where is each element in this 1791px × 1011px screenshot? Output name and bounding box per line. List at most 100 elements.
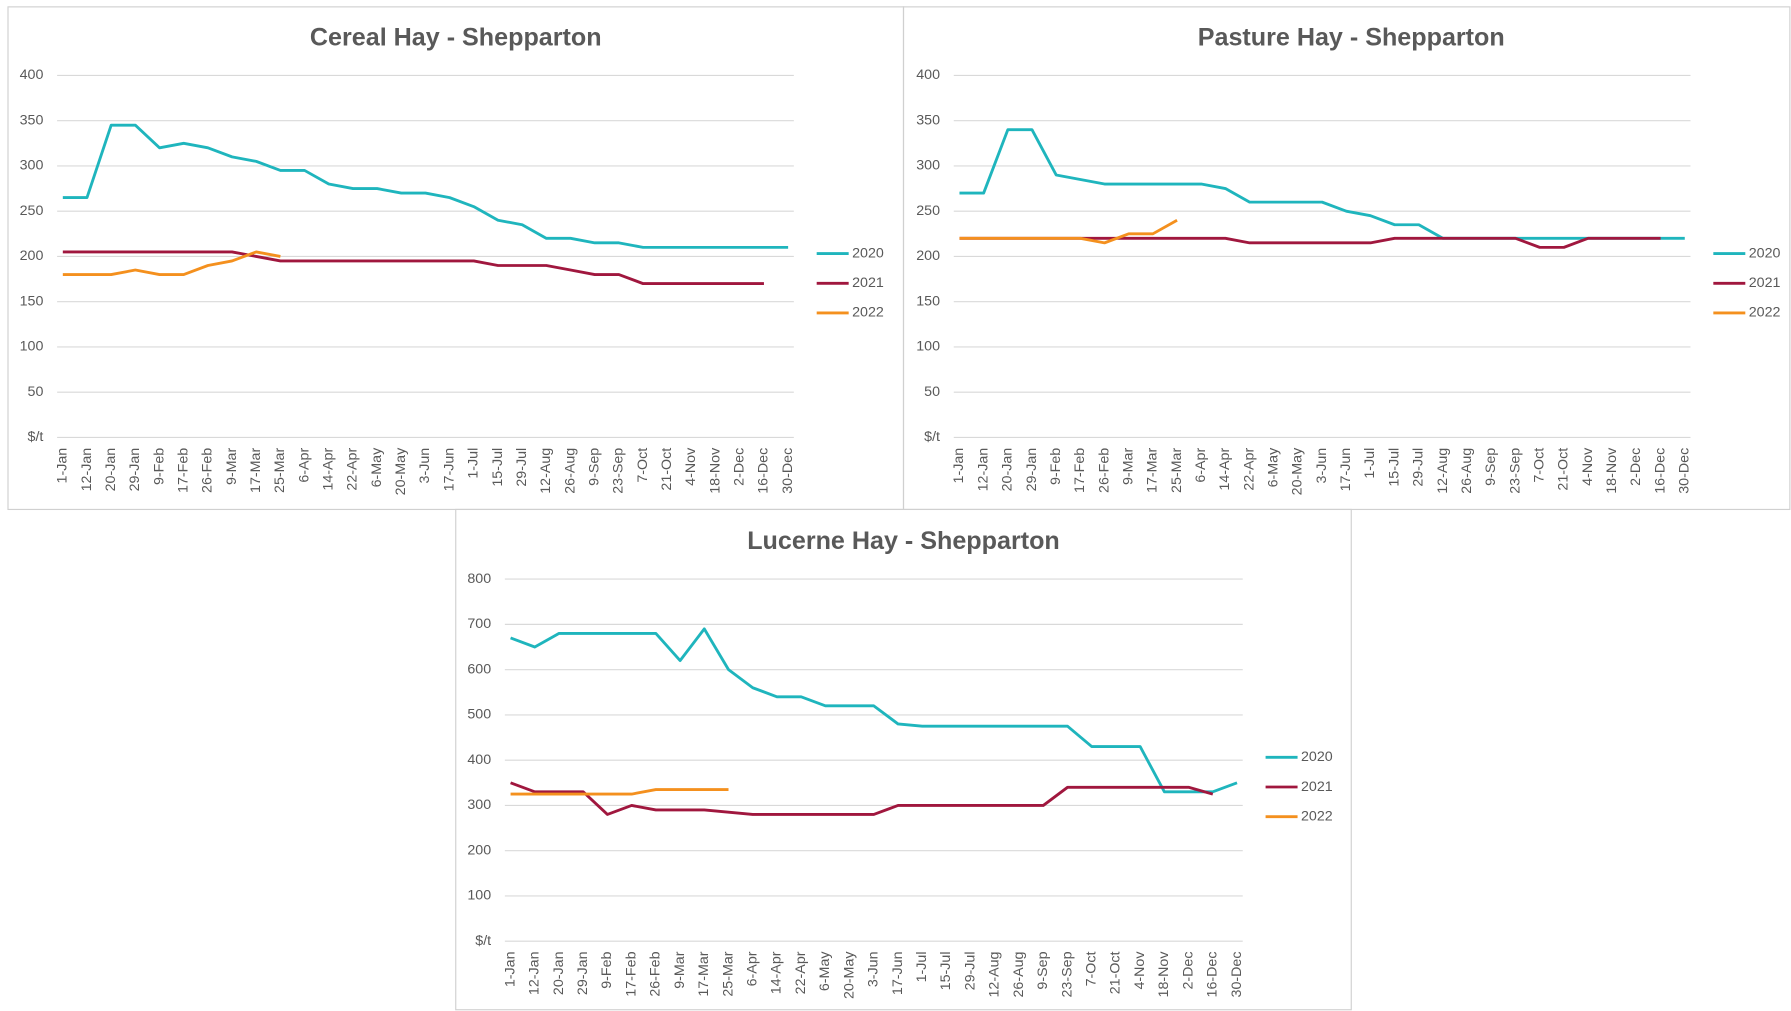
x-tick-label: 23-Sep — [611, 448, 627, 494]
x-tick-label: 29-Jan — [1024, 448, 1040, 492]
x-tick-label: 1-Jul — [914, 951, 930, 982]
data-line — [62, 250, 281, 276]
x-tick-label: 29-Jan — [127, 448, 143, 492]
legend-label: 2022 — [852, 305, 884, 321]
x-tick-label: 9-Mar — [1120, 448, 1136, 486]
x-tick-label: 1-Jan — [502, 951, 518, 987]
x-tick-label: 6-Apr — [296, 448, 312, 483]
x-tick-label: 23-Sep — [1507, 448, 1523, 494]
x-tick-label: 18-Nov — [1604, 447, 1620, 494]
y-tick-label: $/t — [28, 429, 44, 445]
x-tick-label: 30-Dec — [1677, 448, 1693, 494]
x-tick-label: 30-Dec — [1229, 951, 1245, 997]
y-tick-label: $/t — [475, 933, 491, 949]
x-tick-label: 21-Oct — [1108, 951, 1124, 994]
x-tick-label: 2-Dec — [732, 448, 748, 486]
panel-border — [7, 6, 905, 511]
y-tick-label: 100 — [467, 888, 491, 904]
x-tick-label: 9-Sep — [1483, 448, 1499, 486]
x-tick-label: 9-Feb — [1048, 448, 1064, 485]
x-tick-label: 18-Nov — [707, 447, 723, 494]
data-line — [510, 627, 1238, 794]
y-tick-label: 250 — [916, 203, 940, 219]
x-tick-label: 2-Dec — [1180, 951, 1196, 989]
x-tick-label: 26-Feb — [1096, 448, 1112, 493]
x-tick-label: 12-Jan — [79, 448, 95, 492]
legend-label: 2020 — [852, 245, 884, 261]
x-tick-label: 29-Jul — [962, 951, 978, 990]
y-tick-label: $/t — [924, 429, 940, 445]
x-tick-label: 20-May — [841, 951, 857, 999]
x-tick-label: 21-Oct — [1556, 448, 1572, 491]
data-line — [959, 218, 1178, 245]
legend-label: 2022 — [1301, 808, 1333, 824]
x-tick-label: 17-Mar — [248, 448, 264, 493]
y-tick-label: 500 — [467, 707, 491, 723]
y-tick-label: 800 — [467, 571, 491, 587]
y-tick-label: 200 — [916, 248, 940, 264]
x-tick-label: 29-Jan — [575, 951, 591, 995]
x-tick-label: 4-Nov — [1132, 951, 1148, 990]
x-tick-label: 12-Aug — [538, 448, 554, 494]
y-tick-label: 300 — [20, 158, 44, 174]
y-tick-label: 700 — [467, 616, 491, 632]
x-tick-label: 18-Nov — [1156, 951, 1172, 998]
y-tick-label: 350 — [916, 112, 940, 128]
chart-title: Pasture Hay - Shepparton — [1198, 23, 1505, 51]
x-tick-label: 16-Dec — [1652, 448, 1668, 494]
y-tick-label: 200 — [467, 842, 491, 858]
x-tick-label: 4-Nov — [683, 447, 699, 486]
x-tick-label: 6-May — [817, 951, 833, 992]
x-tick-label: 9-Feb — [151, 448, 167, 485]
y-tick-label: 150 — [916, 293, 940, 309]
y-tick-label: 300 — [916, 158, 940, 174]
y-tick-label: 250 — [20, 203, 44, 219]
x-tick-label: 25-Mar — [1169, 448, 1185, 493]
x-tick-label: 12-Jan — [975, 448, 991, 492]
x-tick-label: 17-Feb — [623, 951, 639, 996]
x-tick-label: 2-Dec — [1628, 448, 1644, 486]
x-tick-label: 17-Jun — [1338, 448, 1354, 492]
y-tick-label: 150 — [20, 293, 44, 309]
x-tick-label: 21-Oct — [659, 448, 675, 491]
y-tick-label: 100 — [916, 339, 940, 355]
x-tick-label: 3-Jun — [1314, 448, 1330, 484]
x-tick-label: 22-Apr — [345, 448, 361, 491]
x-tick-label: 6-Apr — [744, 951, 760, 986]
x-tick-label: 15-Jul — [490, 448, 506, 487]
y-tick-label: 50 — [28, 384, 44, 400]
x-tick-label: 26-Aug — [1011, 951, 1027, 997]
x-tick-label: 1-Jul — [1362, 448, 1378, 479]
x-tick-label: 7-Oct — [635, 448, 651, 483]
x-tick-label: 17-Jun — [441, 448, 457, 492]
x-tick-label: 30-Dec — [780, 448, 796, 494]
legend-label: 2021 — [1749, 275, 1781, 291]
x-tick-label: 9-Mar — [224, 448, 240, 486]
x-tick-label: 23-Sep — [1059, 951, 1075, 997]
x-tick-label: 26-Aug — [562, 448, 578, 494]
legend-label: 2021 — [852, 275, 884, 291]
x-tick-label: 20-May — [393, 447, 409, 495]
x-tick-label: 12-Aug — [1435, 448, 1451, 494]
y-tick-label: 100 — [20, 339, 44, 355]
y-tick-label: 400 — [916, 67, 940, 83]
data-line — [62, 250, 764, 286]
x-tick-label: 26-Feb — [648, 951, 664, 996]
y-tick-label: 400 — [467, 752, 491, 768]
x-tick-label: 6-May — [1266, 447, 1282, 488]
data-line — [510, 781, 1214, 816]
x-tick-label: 9-Feb — [599, 951, 615, 988]
chart-title: Lucerne Hay - Shepparton — [747, 527, 1060, 555]
x-tick-label: 9-Sep — [1035, 951, 1051, 989]
x-tick-label: 6-May — [369, 447, 385, 488]
x-tick-label: 14-Apr — [1217, 448, 1233, 491]
x-tick-label: 22-Apr — [793, 951, 809, 994]
x-tick-label: 9-Mar — [672, 951, 688, 989]
x-tick-label: 29-Jul — [1411, 448, 1427, 487]
x-tick-label: 20-Jan — [551, 951, 567, 995]
legend-label: 2020 — [1301, 749, 1333, 765]
panel-border — [455, 508, 1352, 1011]
y-tick-label: 300 — [467, 797, 491, 813]
y-tick-label: 600 — [467, 661, 491, 677]
